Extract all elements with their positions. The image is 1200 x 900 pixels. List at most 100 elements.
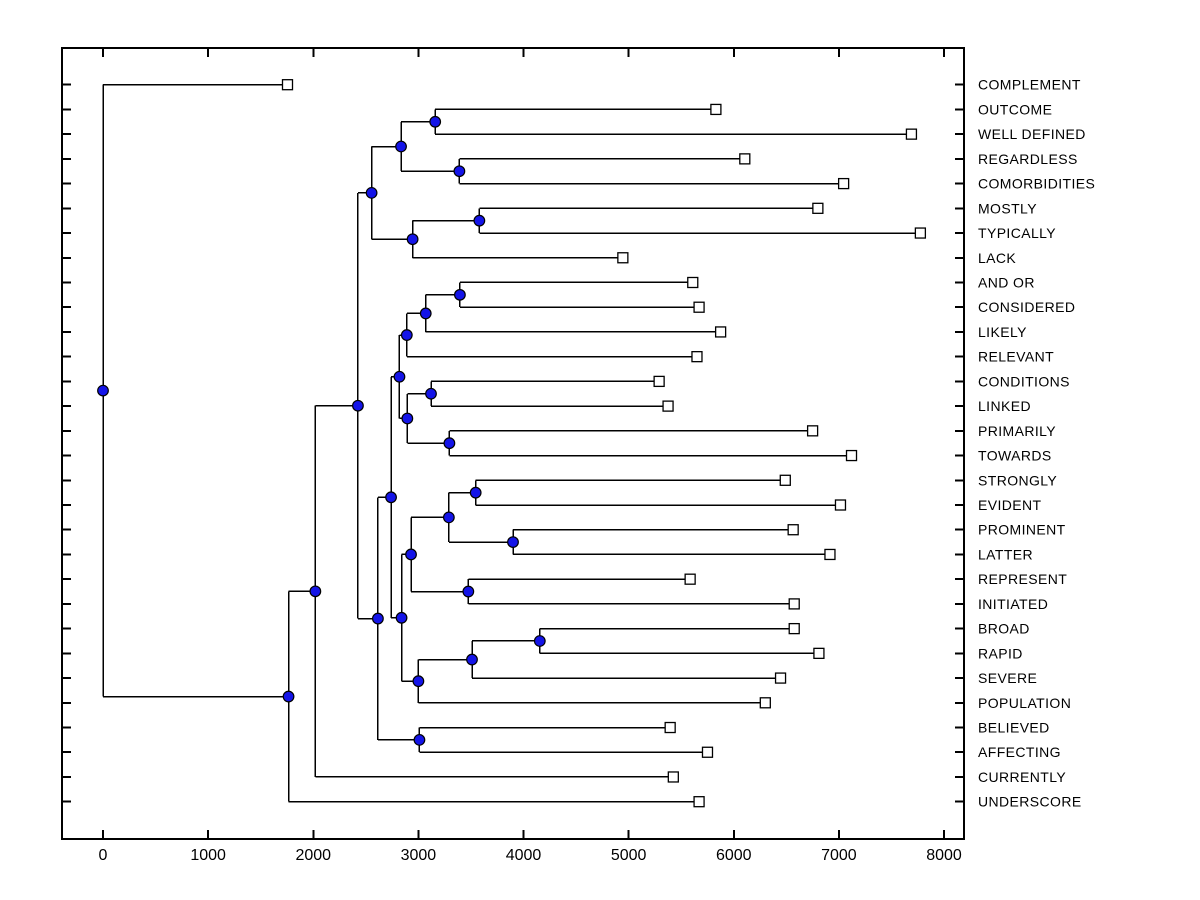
x-tick-label: 2000 xyxy=(295,847,331,864)
branch-node-marker[interactable] xyxy=(507,536,519,548)
leaf-label: EVIDENT xyxy=(978,497,1042,513)
leaf-label: COMPLEMENT xyxy=(978,77,1081,93)
leaf-node-marker[interactable] xyxy=(691,351,703,363)
leaf-label: COMORBIDITIES xyxy=(978,176,1095,192)
branch-node-marker[interactable] xyxy=(400,329,413,341)
leaf-label: AND OR xyxy=(978,274,1035,290)
branch-node-marker[interactable] xyxy=(395,140,407,153)
x-tick-label: 6000 xyxy=(716,847,752,864)
branch-node-marker[interactable] xyxy=(419,307,432,320)
branch-node-marker[interactable] xyxy=(454,288,466,301)
leaf-label: PRIMARILY xyxy=(978,423,1056,439)
leaf-label: OUTCOME xyxy=(978,101,1052,117)
leaf-node-marker[interactable] xyxy=(813,647,825,660)
leaf-label: LACK xyxy=(978,250,1016,266)
branch-node-marker[interactable] xyxy=(442,511,455,524)
leaf-node-marker[interactable] xyxy=(714,326,727,338)
leaf-label: RAPID xyxy=(978,645,1023,661)
leaf-label: WELL DEFINED xyxy=(978,126,1086,142)
branch-node-marker[interactable] xyxy=(413,733,426,746)
leaf-label: POPULATION xyxy=(978,695,1071,711)
branch-node-marker[interactable] xyxy=(443,437,456,450)
branch-node-marker[interactable] xyxy=(282,690,295,703)
leaf-node-marker[interactable] xyxy=(806,425,819,437)
leaf-node-marker[interactable] xyxy=(779,474,791,486)
branch-node-marker[interactable] xyxy=(425,387,437,400)
plot-frame xyxy=(61,47,965,840)
leaf-label: BELIEVED xyxy=(978,720,1050,736)
branch-node-marker[interactable] xyxy=(462,585,475,598)
branch-node-marker[interactable] xyxy=(453,165,466,178)
leaf-node-marker[interactable] xyxy=(759,697,771,709)
leaf-node-marker[interactable] xyxy=(739,153,751,165)
tree-branches xyxy=(102,83,921,803)
leaf-label: CURRENTLY xyxy=(978,769,1066,785)
branch-node-marker[interactable] xyxy=(393,370,406,383)
leaf-label: UNDERSCORE xyxy=(978,794,1082,810)
leaf-node-marker[interactable] xyxy=(788,598,800,610)
branch-node-marker[interactable] xyxy=(97,384,109,397)
x-tick-label: 4000 xyxy=(506,847,542,864)
leaf-node-marker[interactable] xyxy=(788,622,800,635)
leaf-node-marker[interactable] xyxy=(837,177,850,190)
leaf-label: LIKELY xyxy=(978,324,1027,340)
leaf-node-marker[interactable] xyxy=(667,771,679,783)
leaf-node-marker[interactable] xyxy=(662,400,674,412)
leaf-label: CONSIDERED xyxy=(978,299,1075,315)
leaf-label: AFFECTING xyxy=(978,744,1061,760)
leaf-label: REGARDLESS xyxy=(978,151,1078,167)
x-tick-label: 8000 xyxy=(926,847,962,864)
leaf-label: CONDITIONS xyxy=(978,373,1070,389)
leaf-label: SEVERE xyxy=(978,670,1037,686)
branch-node-marker[interactable] xyxy=(473,214,486,227)
leaf-node-marker[interactable] xyxy=(617,252,629,264)
branch-node-marker[interactable] xyxy=(395,611,408,624)
x-tick-label: 7000 xyxy=(821,847,857,864)
branch-node-marker[interactable] xyxy=(406,233,419,246)
x-tick-label: 5000 xyxy=(611,847,647,864)
leaf-node-marker[interactable] xyxy=(774,672,787,684)
leaf-label: LINKED xyxy=(978,398,1031,414)
leaf-node-marker[interactable] xyxy=(684,573,696,585)
leaf-label: TYPICALLY xyxy=(978,225,1056,241)
leaf-node-marker[interactable] xyxy=(787,524,799,536)
x-tick-label: 3000 xyxy=(401,847,437,864)
branch-node-marker[interactable] xyxy=(372,612,384,625)
leaf-label: MOSTLY xyxy=(978,200,1037,216)
leaf-label: LATTER xyxy=(978,546,1033,562)
leaf-node-marker[interactable] xyxy=(824,548,836,561)
branch-node-marker[interactable] xyxy=(429,115,442,128)
branch-node-marker[interactable] xyxy=(352,399,364,412)
x-tick-label: 1000 xyxy=(190,847,226,864)
leaf-node-marker[interactable] xyxy=(845,449,858,462)
x-tick-label: 0 xyxy=(99,847,108,864)
leaf-label: STRONGLY xyxy=(978,472,1057,488)
leaf-node-marker[interactable] xyxy=(914,227,927,239)
leaf-node-marker[interactable] xyxy=(905,128,918,140)
leaf-node-marker[interactable] xyxy=(687,276,699,289)
leaf-label: TOWARDS xyxy=(978,448,1052,464)
branch-node-marker[interactable] xyxy=(365,186,378,199)
branch-node-marker[interactable] xyxy=(401,412,414,425)
leaf-node-marker[interactable] xyxy=(710,103,722,116)
branch-node-marker[interactable] xyxy=(385,491,397,504)
leaf-node-marker[interactable] xyxy=(653,375,665,388)
leaf-node-marker[interactable] xyxy=(281,79,294,91)
leaf-label: PROMINENT xyxy=(978,522,1066,538)
leaf-node-marker[interactable] xyxy=(834,499,847,511)
branch-node-marker[interactable] xyxy=(466,653,478,666)
leaf-node-marker[interactable] xyxy=(664,721,676,734)
leaf-node-marker[interactable] xyxy=(812,202,824,214)
leaf-label: REPRESENT xyxy=(978,571,1067,587)
branch-node-marker[interactable] xyxy=(469,486,482,499)
branch-node-marker[interactable] xyxy=(533,635,546,647)
leaf-node-marker[interactable] xyxy=(693,301,705,313)
branch-node-marker[interactable] xyxy=(412,675,425,688)
branch-node-marker[interactable] xyxy=(309,585,322,598)
branch-node-marker[interactable] xyxy=(405,548,417,561)
leaf-node-marker[interactable] xyxy=(693,796,705,808)
leaf-node-marker[interactable] xyxy=(701,746,714,758)
